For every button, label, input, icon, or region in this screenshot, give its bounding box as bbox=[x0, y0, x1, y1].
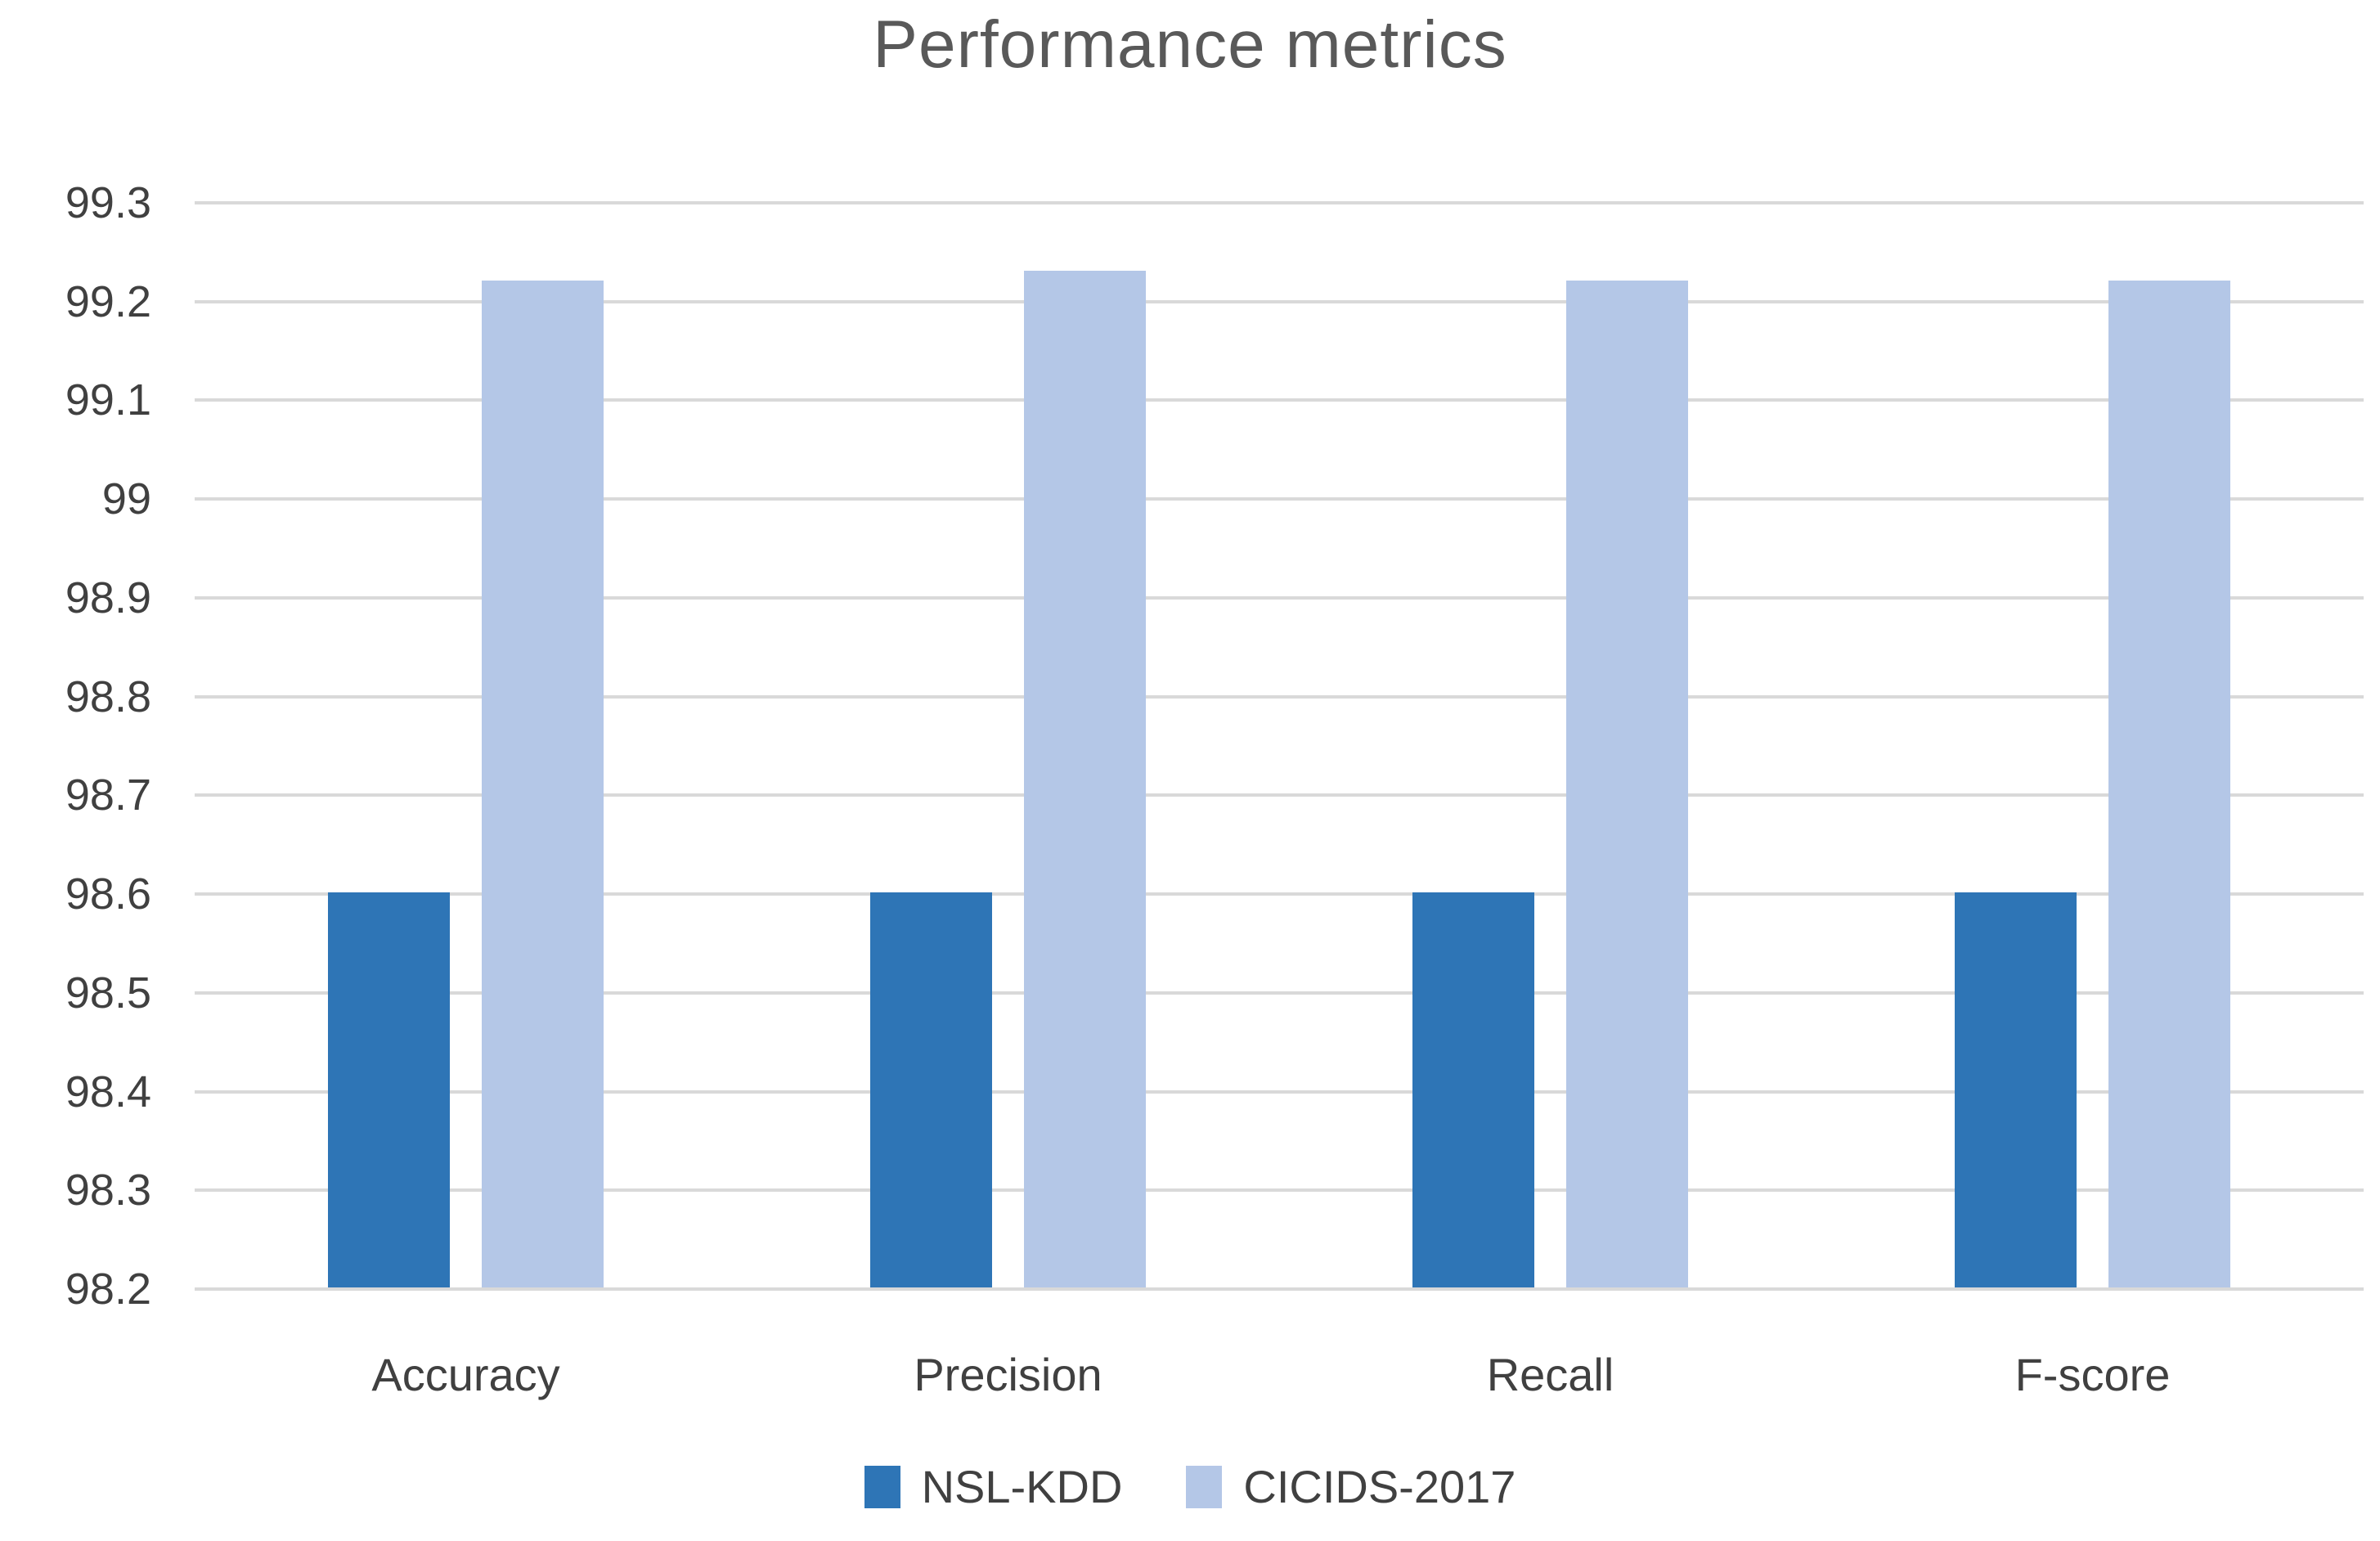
bar-NSL-KDD-F-score bbox=[1955, 892, 2077, 1287]
y-axis-tick-label: 98.9 bbox=[65, 573, 151, 622]
gridline bbox=[195, 1287, 2364, 1291]
gridline bbox=[195, 299, 2364, 303]
y-axis-tick-label: 99 bbox=[101, 474, 151, 524]
gridline bbox=[195, 694, 2364, 699]
legend-item-NSL-KDD: NSL-KDD bbox=[864, 1461, 1123, 1512]
x-axis-category-label: Precision bbox=[914, 1349, 1102, 1400]
y-axis-tick-label: 99.3 bbox=[65, 178, 151, 227]
y-axis-tick-label: 99.2 bbox=[65, 276, 151, 326]
gridline bbox=[195, 793, 2364, 797]
legend-item-CICIDS-2017: CICIDS-2017 bbox=[1186, 1464, 1516, 1510]
gridline bbox=[195, 595, 2364, 600]
x-axis-category-label: Recall bbox=[1486, 1349, 1614, 1400]
gridline bbox=[195, 892, 2364, 896]
y-axis-tick-label: 98.8 bbox=[65, 672, 151, 721]
gridline bbox=[195, 1089, 2364, 1094]
y-axis-tick-label: 99.1 bbox=[65, 375, 151, 425]
gridline bbox=[195, 497, 2364, 501]
bar-NSL-KDD-Accuracy bbox=[328, 892, 450, 1287]
gridline bbox=[195, 201, 2364, 204]
y-axis-tick-label: 98.2 bbox=[65, 1265, 151, 1314]
legend: NSL-KDD CICIDS-2017 bbox=[0, 1464, 2380, 1510]
bar-NSL-KDD-Precision bbox=[870, 892, 992, 1287]
y-axis-tick-label: 98.4 bbox=[65, 1067, 151, 1116]
bar-CICIDS-2017-Recall bbox=[1566, 280, 1688, 1287]
y-axis-tick-label: 98.7 bbox=[65, 770, 151, 820]
y-axis-tick-label: 98.6 bbox=[65, 869, 151, 919]
bar-CICIDS-2017-F-score bbox=[2108, 280, 2230, 1287]
y-axis-tick-label: 98.3 bbox=[65, 1166, 151, 1215]
bar-CICIDS-2017-Accuracy bbox=[482, 280, 604, 1287]
legend-swatch-icon bbox=[1186, 1466, 1223, 1508]
x-axis-category-label: Accuracy bbox=[371, 1349, 560, 1400]
legend-label: NSL-KDD bbox=[921, 1461, 1123, 1512]
y-axis-tick-label: 98.5 bbox=[65, 968, 151, 1018]
gridline bbox=[195, 1188, 2364, 1193]
gridline bbox=[195, 991, 2364, 995]
gridline bbox=[195, 398, 2364, 402]
chart-title: Performance metrics bbox=[873, 7, 1507, 82]
x-axis-category-label: F-score bbox=[2014, 1349, 2171, 1400]
legend-swatch-icon bbox=[864, 1466, 900, 1508]
bar-NSL-KDD-Recall bbox=[1412, 892, 1534, 1287]
legend-label: CICIDS-2017 bbox=[1243, 1461, 1516, 1512]
bar-CICIDS-2017-Precision bbox=[1024, 270, 1146, 1287]
